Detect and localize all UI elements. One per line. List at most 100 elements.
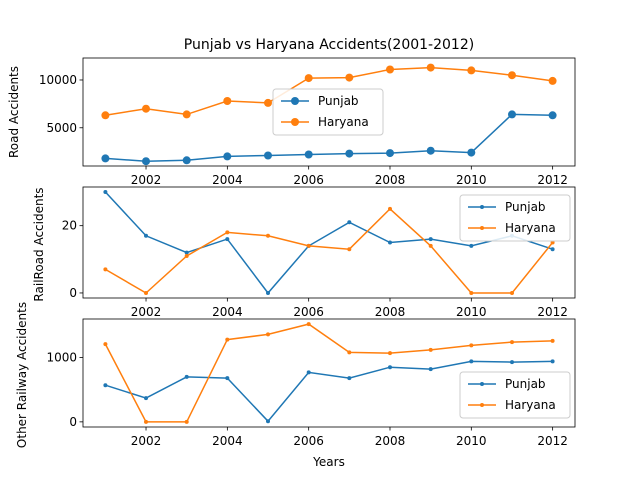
y-tick-label: 1000: [46, 351, 77, 365]
legend: Punjab Haryana: [459, 371, 571, 419]
data-point-punjab-2008: [386, 149, 394, 158]
legend: Punjab Haryana: [459, 194, 571, 242]
x-tick-label: 2010: [456, 434, 487, 448]
legend-label-haryana: Haryana: [505, 221, 556, 235]
data-point-punjab-2001: [103, 383, 108, 388]
data-point-punjab-2012: [550, 359, 555, 364]
data-point-punjab-2002: [144, 396, 148, 401]
data-point-haryana-2009: [428, 347, 433, 352]
data-point-punjab-2008: [388, 240, 392, 245]
data-point-punjab-2002: [144, 233, 148, 238]
data-point-haryana-2003: [184, 419, 189, 424]
data-point-punjab-2005: [264, 151, 272, 160]
x-tick-label: 2004: [212, 173, 243, 187]
y-tick-label: 10000: [39, 73, 77, 87]
data-point-haryana-2004: [223, 97, 232, 105]
data-point-punjab-2010: [467, 148, 476, 157]
data-point-haryana-2010: [467, 66, 476, 75]
data-point-punjab-2003: [182, 156, 191, 165]
series-line-punjab: [104, 191, 553, 295]
legend-marker-punjab: [480, 382, 484, 386]
x-tick-label: 2006: [293, 173, 324, 187]
legend-marker-haryana: [291, 118, 299, 126]
legend: Punjab Haryana: [272, 88, 384, 136]
data-point-haryana-2012: [550, 338, 555, 343]
data-point-haryana-2003: [184, 254, 189, 258]
x-tick-label: 2006: [293, 434, 324, 448]
legend-label-haryana: Haryana: [318, 115, 369, 129]
y-tick-label: 0: [69, 415, 77, 429]
x-tick-label: 2012: [537, 305, 568, 319]
data-point-punjab-2006: [304, 150, 313, 159]
data-point-haryana-2012: [548, 76, 557, 85]
x-tick-label: 2012: [537, 173, 568, 187]
legend-marker-haryana: [480, 226, 484, 230]
data-point-haryana-2001: [103, 267, 108, 272]
data-point-haryana-2011: [508, 71, 516, 80]
y-tick-label: 5000: [46, 121, 77, 135]
data-point-punjab-2004: [225, 237, 230, 242]
x-tick-label: 2006: [293, 305, 324, 319]
data-point-punjab-2001: [101, 154, 110, 163]
data-point-punjab-2006: [306, 370, 311, 375]
legend-label-punjab: Punjab: [318, 94, 359, 108]
data-point-punjab-2007: [345, 149, 354, 158]
data-point-haryana-2005: [264, 98, 272, 107]
data-point-haryana-2003: [182, 110, 191, 119]
data-point-haryana-2006: [304, 74, 313, 83]
x-tick-label: 2008: [375, 173, 406, 187]
data-point-punjab-2009: [426, 146, 435, 155]
x-tick-label: 2012: [537, 434, 568, 448]
series-line-punjab: [105, 113, 553, 162]
series-line-haryana: [104, 323, 553, 423]
data-point-punjab-2005: [266, 419, 270, 424]
data-point-punjab-2010: [469, 359, 474, 364]
x-tick-label: 2008: [375, 434, 406, 448]
data-point-haryana-2011: [510, 291, 514, 295]
data-point-punjab-2002: [142, 157, 150, 166]
data-point-haryana-2011: [510, 340, 514, 345]
x-tick-label: 2008: [375, 305, 406, 319]
legend-label-haryana: Haryana: [505, 398, 556, 412]
series-line-haryana: [105, 66, 553, 117]
data-point-haryana-2001: [101, 111, 110, 120]
legend-marker-haryana: [480, 403, 484, 407]
data-point-punjab-2008: [388, 365, 392, 370]
data-point-haryana-2009: [428, 243, 433, 248]
data-point-haryana-2008: [388, 206, 392, 211]
data-point-haryana-2002: [144, 291, 148, 295]
chart-panel-1: 2002 2004 2006 2008 2010 2012 5000 10000 Road Ac…: [7, 37, 576, 187]
data-point-haryana-2010: [469, 291, 474, 295]
data-point-haryana-2002: [144, 419, 148, 424]
legend-label-punjab: Punjab: [505, 377, 546, 391]
data-point-haryana-2008: [386, 65, 394, 74]
x-tick-label: 2002: [131, 305, 162, 319]
data-point-punjab-2011: [508, 110, 516, 119]
data-point-punjab-2004: [225, 376, 230, 381]
chart-panel-3: 2002 2004 2006 2008 2010 2012 0 1000 Other Railw…: [15, 302, 576, 469]
data-point-haryana-2004: [225, 230, 230, 235]
series-line-haryana: [105, 207, 554, 294]
x-axis-label: Years: [312, 455, 345, 469]
data-point-haryana-2007: [345, 73, 354, 82]
data-point-haryana-2001: [103, 342, 108, 347]
data-point-haryana-2004: [225, 337, 230, 342]
x-tick-label: 2010: [456, 173, 487, 187]
data-point-punjab-2010: [469, 243, 474, 248]
data-point-punjab-2012: [548, 111, 557, 120]
axes-frame: [82, 57, 576, 167]
data-point-punjab-2009: [428, 237, 433, 242]
data-point-punjab-2005: [266, 291, 270, 295]
y-tick-label: 20: [62, 219, 77, 233]
legend-marker-punjab: [480, 205, 484, 209]
x-tick-label: 2010: [456, 305, 487, 319]
data-point-haryana-2010: [469, 343, 474, 348]
data-point-punjab-2007: [347, 376, 352, 381]
data-point-punjab-2003: [184, 250, 189, 255]
x-tick-label: 2002: [131, 434, 162, 448]
series-line-punjab: [105, 360, 553, 423]
data-point-haryana-2002: [142, 104, 150, 113]
data-point-punjab-2001: [103, 190, 108, 194]
y-tick-label: 0: [69, 286, 77, 300]
